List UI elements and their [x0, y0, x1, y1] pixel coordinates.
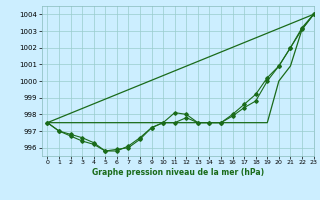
X-axis label: Graphe pression niveau de la mer (hPa): Graphe pression niveau de la mer (hPa) — [92, 168, 264, 177]
